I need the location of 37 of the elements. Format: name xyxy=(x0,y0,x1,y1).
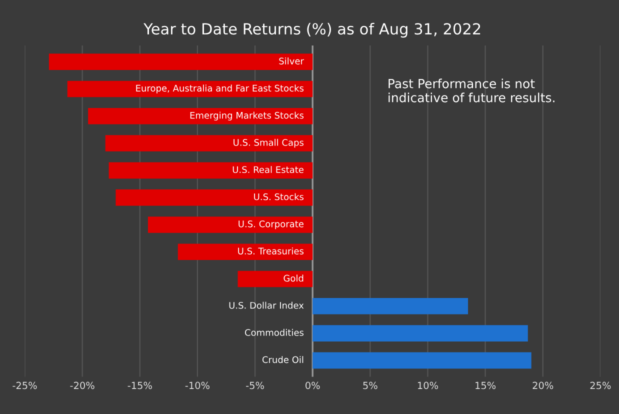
bar xyxy=(48,54,313,70)
x-tick-label: 0% xyxy=(306,382,320,390)
y-tick-label: U.S. Corporate xyxy=(238,220,304,230)
bar xyxy=(148,216,313,233)
y-tick-label: U.S. Dollar Index xyxy=(229,302,304,309)
y-tick-label: Silver xyxy=(279,57,304,64)
x-tick-label: -25% xyxy=(12,382,37,390)
annotation: Past Performance is not indicative of future results. xyxy=(388,78,554,102)
bar xyxy=(88,108,313,124)
y-tick-label: U.S. Small Caps xyxy=(234,138,304,148)
bar xyxy=(116,189,313,206)
x-tick-label: -20% xyxy=(70,382,94,390)
bar xyxy=(312,325,528,342)
bar xyxy=(312,352,532,369)
y-tick-label: Europe, Australia and Far East Stocks xyxy=(136,84,304,94)
bar xyxy=(108,162,313,179)
bar xyxy=(178,244,313,260)
y-tick-label: Emerging Markets Stocks xyxy=(190,112,304,120)
bar xyxy=(67,80,313,98)
x-tick-label: -10% xyxy=(185,382,210,390)
y-tick-label: U.S. Stocks xyxy=(254,193,304,200)
x-tick-label: 5% xyxy=(363,382,378,390)
bar xyxy=(312,298,468,314)
y-tick-label: Gold xyxy=(284,274,304,282)
x-tick-label: 25% xyxy=(590,382,611,390)
x-tick-label: -15% xyxy=(128,382,152,390)
x-tick-label: 15% xyxy=(476,382,496,390)
y-tick-label: Commodities xyxy=(244,328,304,336)
chart-title: Year to Date Returns (%) as of Aug 31, 2022 xyxy=(144,22,480,38)
x-tick-label: -5% xyxy=(246,382,264,390)
y-tick-label: U.S. Real Estate xyxy=(232,166,304,174)
bar xyxy=(105,135,313,152)
x-tick-label: 10% xyxy=(418,382,438,390)
y-tick-label: U.S. Treasuries xyxy=(238,247,304,254)
bar xyxy=(238,270,313,288)
x-tick-label: 20% xyxy=(532,382,554,390)
y-tick-label: Crude Oil xyxy=(262,356,304,364)
